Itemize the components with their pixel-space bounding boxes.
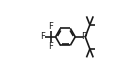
Text: P: P <box>82 32 87 41</box>
Text: F: F <box>48 42 53 51</box>
Text: F: F <box>40 32 45 41</box>
Text: F: F <box>48 22 53 31</box>
